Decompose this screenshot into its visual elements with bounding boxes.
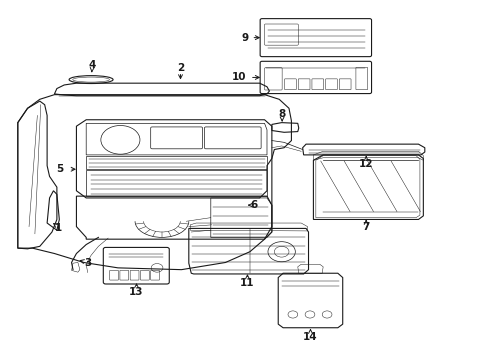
Text: 9: 9 (242, 33, 249, 42)
Text: 8: 8 (278, 109, 286, 119)
Text: 12: 12 (359, 159, 373, 169)
Text: 7: 7 (363, 222, 370, 232)
Text: 3: 3 (84, 258, 91, 268)
Text: 14: 14 (303, 332, 318, 342)
Text: 1: 1 (55, 224, 62, 233)
Text: 5: 5 (56, 164, 63, 174)
Text: 10: 10 (232, 72, 246, 82)
Text: 13: 13 (129, 287, 144, 297)
Text: 2: 2 (177, 63, 184, 73)
Text: 11: 11 (240, 278, 255, 288)
Text: 6: 6 (250, 200, 257, 210)
Text: 4: 4 (88, 60, 96, 70)
